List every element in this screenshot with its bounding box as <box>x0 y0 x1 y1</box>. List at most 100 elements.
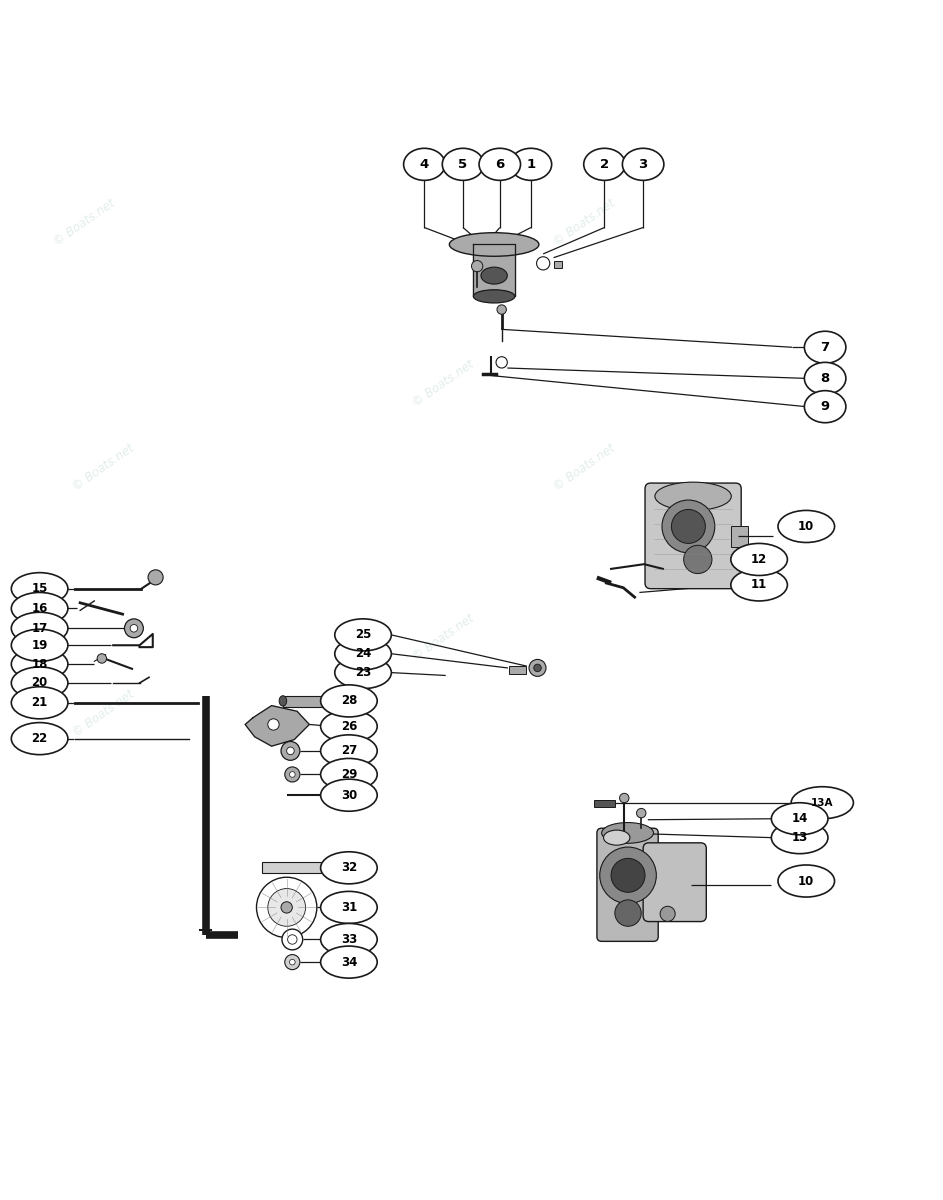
Text: 9: 9 <box>820 400 830 413</box>
Text: 32: 32 <box>340 862 357 875</box>
Ellipse shape <box>11 593 68 624</box>
Text: © Boats.net: © Boats.net <box>71 442 137 494</box>
Ellipse shape <box>778 510 835 542</box>
Ellipse shape <box>321 946 377 978</box>
Text: 19: 19 <box>31 638 48 652</box>
Text: © Boats.net: © Boats.net <box>52 197 118 248</box>
Text: 34: 34 <box>340 955 357 968</box>
Ellipse shape <box>510 149 552 180</box>
Ellipse shape <box>479 149 521 180</box>
Ellipse shape <box>602 822 653 844</box>
Text: 28: 28 <box>340 695 357 708</box>
Text: 30: 30 <box>340 788 357 802</box>
Text: 31: 31 <box>340 901 357 914</box>
Text: 11: 11 <box>751 578 768 592</box>
Ellipse shape <box>321 924 377 955</box>
Ellipse shape <box>604 830 630 845</box>
Text: 17: 17 <box>31 622 48 635</box>
Text: 5: 5 <box>458 158 468 170</box>
Text: 26: 26 <box>340 720 357 733</box>
Text: 6: 6 <box>495 158 505 170</box>
Circle shape <box>281 742 300 761</box>
Ellipse shape <box>335 637 391 670</box>
Circle shape <box>497 305 506 314</box>
Circle shape <box>268 719 279 730</box>
Text: 33: 33 <box>340 932 357 946</box>
Ellipse shape <box>11 629 68 661</box>
Ellipse shape <box>473 289 515 302</box>
Circle shape <box>472 260 483 272</box>
Ellipse shape <box>442 149 484 180</box>
Ellipse shape <box>321 734 377 767</box>
Text: 29: 29 <box>340 768 357 781</box>
Ellipse shape <box>584 149 625 180</box>
Circle shape <box>148 570 163 584</box>
Polygon shape <box>245 706 309 746</box>
Circle shape <box>637 809 646 818</box>
Ellipse shape <box>771 803 828 835</box>
Circle shape <box>285 954 300 970</box>
Text: 24: 24 <box>355 647 372 660</box>
Text: 4: 4 <box>420 158 429 170</box>
Ellipse shape <box>654 482 732 510</box>
Text: 13: 13 <box>791 832 808 844</box>
Circle shape <box>660 906 675 922</box>
Ellipse shape <box>335 619 391 650</box>
Circle shape <box>124 619 143 637</box>
Circle shape <box>537 257 550 270</box>
Text: 20: 20 <box>31 677 48 690</box>
Ellipse shape <box>11 612 68 644</box>
Circle shape <box>496 356 507 368</box>
Circle shape <box>288 935 297 944</box>
Circle shape <box>285 767 300 782</box>
Text: 8: 8 <box>820 372 830 385</box>
Circle shape <box>97 654 107 664</box>
Bar <box>731 527 748 547</box>
Polygon shape <box>473 245 515 296</box>
Ellipse shape <box>321 710 377 743</box>
Ellipse shape <box>11 722 68 755</box>
Ellipse shape <box>11 686 68 719</box>
Ellipse shape <box>622 149 664 180</box>
Text: 21: 21 <box>31 696 48 709</box>
Bar <box>283 696 338 707</box>
Ellipse shape <box>481 268 507 284</box>
FancyBboxPatch shape <box>597 828 658 941</box>
Circle shape <box>615 900 641 926</box>
Text: © Boats.net: © Boats.net <box>552 442 618 494</box>
Text: 7: 7 <box>820 341 830 354</box>
Text: 1: 1 <box>526 158 536 170</box>
Circle shape <box>684 545 712 574</box>
Ellipse shape <box>321 758 377 791</box>
Text: © Boats.net: © Boats.net <box>71 688 137 739</box>
Circle shape <box>268 888 306 926</box>
Circle shape <box>671 510 705 544</box>
Ellipse shape <box>778 865 835 898</box>
Text: 18: 18 <box>31 658 48 671</box>
Circle shape <box>290 772 295 778</box>
Text: 16: 16 <box>31 602 48 614</box>
Circle shape <box>287 748 294 755</box>
Ellipse shape <box>279 696 287 706</box>
Ellipse shape <box>449 233 539 257</box>
Ellipse shape <box>334 696 341 706</box>
Ellipse shape <box>335 656 391 689</box>
Ellipse shape <box>11 648 68 680</box>
Bar <box>554 262 562 268</box>
Text: 10: 10 <box>798 875 815 888</box>
Text: 10: 10 <box>798 520 815 533</box>
Circle shape <box>256 877 317 937</box>
Text: 27: 27 <box>340 744 357 757</box>
Text: 25: 25 <box>355 629 372 641</box>
FancyBboxPatch shape <box>643 842 706 922</box>
Circle shape <box>529 660 546 677</box>
Ellipse shape <box>321 852 377 884</box>
Text: 14: 14 <box>791 812 808 826</box>
Ellipse shape <box>321 892 377 924</box>
Circle shape <box>281 901 292 913</box>
Text: 15: 15 <box>31 582 48 595</box>
Text: 13A: 13A <box>811 798 834 808</box>
Ellipse shape <box>11 572 68 605</box>
Circle shape <box>534 664 541 672</box>
FancyBboxPatch shape <box>645 484 741 589</box>
